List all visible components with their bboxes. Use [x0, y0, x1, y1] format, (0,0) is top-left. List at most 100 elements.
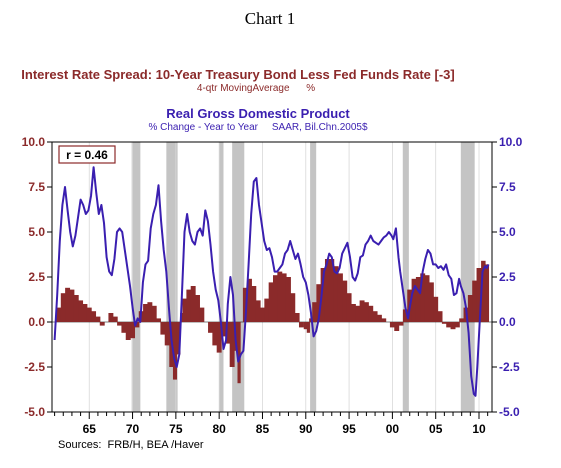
spread-bar [208, 322, 213, 333]
spread-bar [242, 287, 248, 322]
gdp-line [53, 166, 490, 397]
spread-bar [186, 289, 192, 322]
spread-bar [312, 302, 317, 322]
y-tick-label-right: -5.0 [499, 405, 520, 419]
spread-bar [285, 277, 291, 322]
spread-bar [147, 302, 153, 322]
recession-band [460, 142, 475, 412]
spread-bar [428, 282, 434, 322]
y-tick-label-left: 5.0 [28, 225, 45, 239]
spread-bar [199, 307, 205, 322]
spread-bar [329, 259, 335, 322]
y-tick-label-left: -5.0 [24, 405, 45, 419]
spread-bar [156, 318, 162, 322]
spread-bar [437, 311, 443, 322]
spread-bar [389, 322, 395, 328]
x-tick-label: 10 [472, 422, 486, 436]
y-tick-label-left: 0.0 [28, 315, 45, 329]
x-tick-label: 00 [386, 422, 400, 436]
x-tick-label: 85 [256, 422, 270, 436]
correlation-label: r = 0.46 [66, 148, 108, 162]
spread-bar [450, 322, 456, 330]
spread-bar [99, 322, 105, 326]
spread-bar [268, 282, 274, 322]
spread-bar [130, 322, 136, 339]
spread-bar [355, 305, 361, 322]
spread-bar [446, 322, 452, 328]
figure-title: Chart 1 [245, 9, 296, 28]
spread-bar [381, 318, 387, 322]
spread-bar [172, 322, 178, 380]
spread-bar [195, 295, 200, 322]
spread-bar [459, 318, 465, 322]
spread-bar [182, 298, 187, 322]
spread-bar [472, 280, 478, 322]
gdp-series-title: Real Gross Domestic Product [166, 106, 350, 121]
spread-bar [372, 311, 378, 322]
spread-bar [225, 322, 231, 344]
x-tick-label: 70 [126, 422, 140, 436]
spread-bar [237, 322, 241, 384]
spread-bar [467, 295, 473, 322]
spread-series-title: Interest Rate Spread: 10-Year Treasury B… [21, 67, 454, 82]
correlation-box [58, 145, 116, 164]
y-tick-label-right: 2.5 [499, 270, 516, 284]
spread-bar [125, 322, 131, 340]
spread-bar [160, 322, 166, 335]
spread-bar [86, 307, 92, 322]
spread-bar [290, 293, 296, 322]
y-tick-label-left: 2.5 [28, 270, 45, 284]
x-tick-label: 05 [429, 422, 443, 436]
spread-bar [190, 286, 196, 322]
spread-bar [69, 289, 75, 322]
spread-bar [212, 322, 218, 346]
y-tick-label-left: -2.5 [24, 360, 45, 374]
spread-bar [415, 277, 421, 322]
spread-bar [73, 295, 79, 322]
spread-bar [333, 266, 339, 322]
y-tick-label-right: 10.0 [499, 135, 523, 149]
spread-bar [164, 322, 170, 346]
spread-bar [180, 313, 184, 322]
y-tick-label-right: 5.0 [499, 225, 516, 239]
spread-bar [454, 322, 460, 328]
gdp-series-subtitle: % Change - Year to Year SAAR, Bil.Chn.20… [148, 122, 367, 133]
y-tick-label-left: 7.5 [28, 180, 45, 194]
spread-bar [368, 305, 374, 322]
spread-bar [303, 322, 308, 330]
spread-bar [294, 313, 300, 322]
spread-bar [56, 307, 62, 322]
x-tick-label: 65 [83, 422, 97, 436]
spread-bar [484, 264, 490, 322]
recession-band [166, 142, 178, 412]
spread-bar [337, 273, 343, 322]
spread-bar [264, 298, 270, 322]
y-tick-label-left: 10.0 [22, 135, 46, 149]
spread-bar [441, 322, 447, 324]
x-tick-label: 95 [342, 422, 356, 436]
spread-bar [306, 322, 310, 333]
spread-bar [65, 287, 71, 322]
spread-bar [78, 300, 84, 322]
spread-bar [481, 260, 486, 322]
spread-bar [221, 322, 226, 337]
spread-bar [359, 300, 365, 322]
spread-bar [298, 322, 304, 328]
spread-series-subtitle: 4-qtr MovingAverage % [197, 83, 315, 94]
spread-bar [134, 322, 140, 328]
spread-bar [234, 322, 239, 351]
spread-bar [433, 296, 439, 322]
spread-bar [176, 322, 181, 355]
spread-bar [350, 304, 356, 322]
spread-bar [394, 322, 400, 331]
y-tick-label-right: 0.0 [499, 315, 516, 329]
spread-bar [277, 271, 283, 322]
spread-bar [255, 300, 261, 322]
plot-area: 10.0 10.0 7.5 7.5 5.0 5.0 2.5 2.5 0.0 0.0 -2.5 -2.5… [22, 135, 523, 436]
spread-bar [143, 304, 149, 322]
spread-bar [324, 259, 330, 322]
spread-bar [117, 322, 123, 326]
recession-band [402, 142, 409, 412]
y-tick-label-right: -2.5 [499, 360, 520, 374]
